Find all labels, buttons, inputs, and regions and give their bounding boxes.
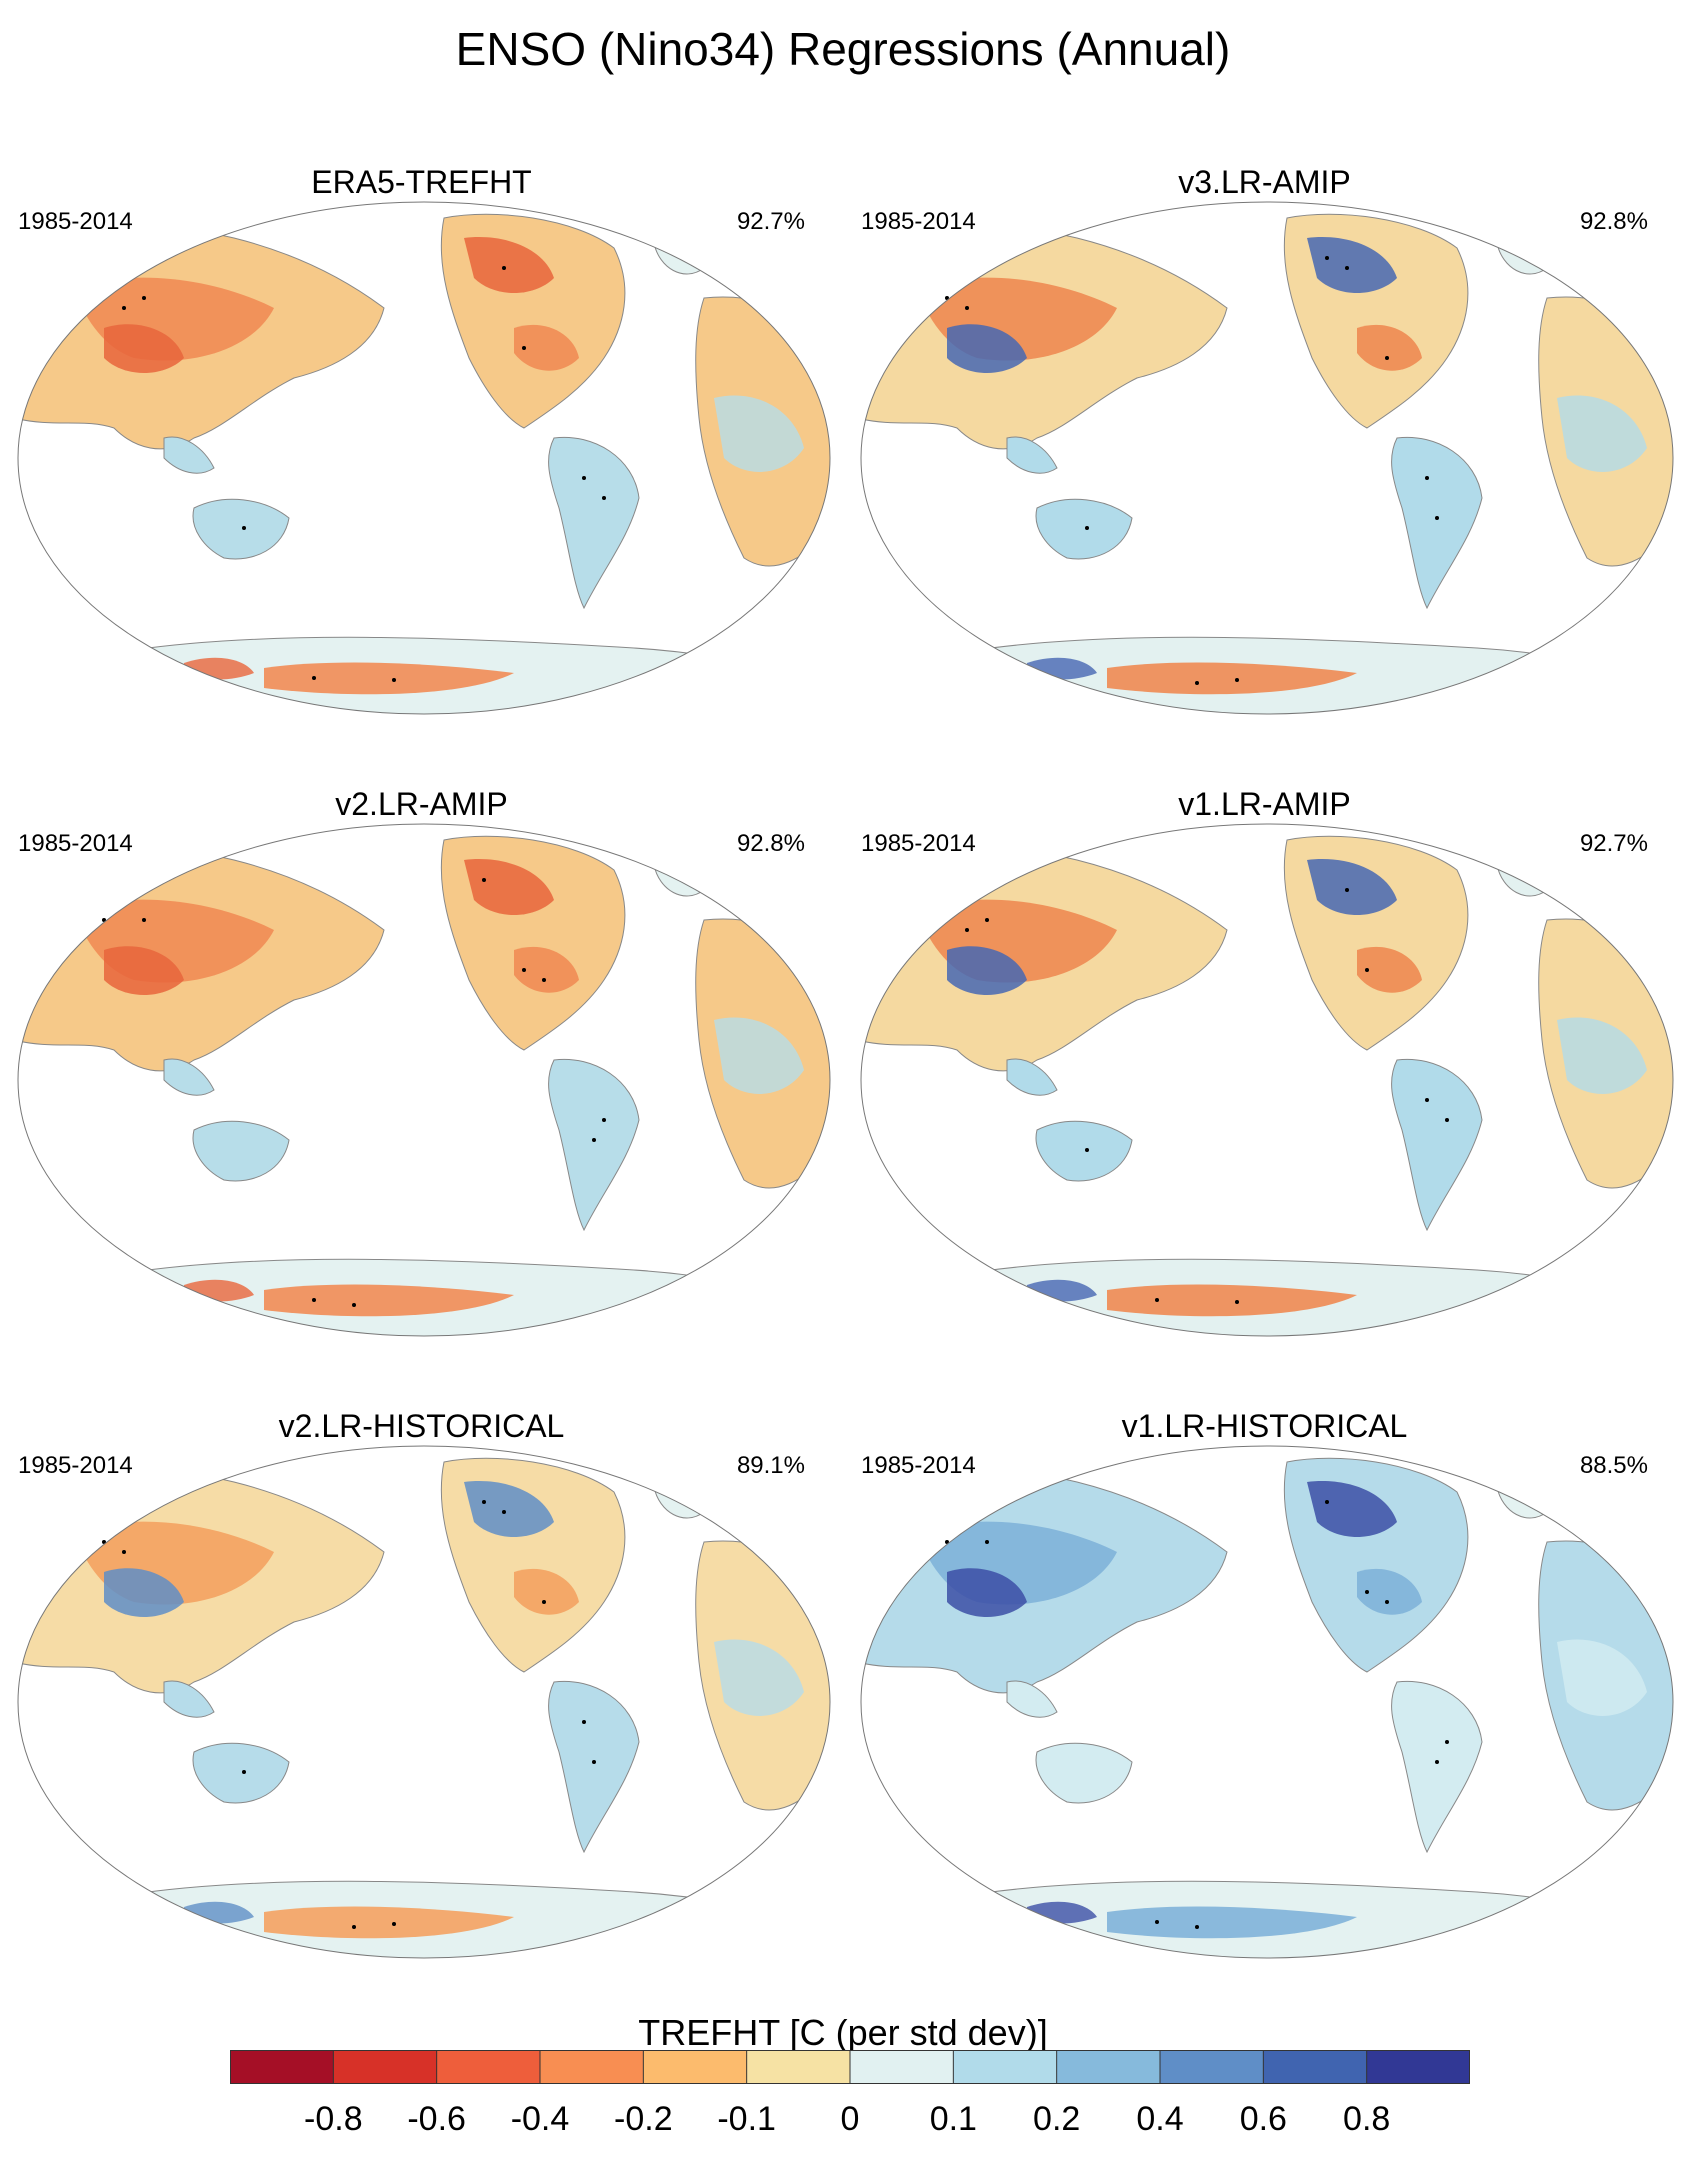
panel-percent: 92.7% (1579, 830, 1648, 857)
colorbar-swatch (230, 2050, 334, 2084)
panel-title: v2.LR-HISTORICAL (278, 1408, 565, 1444)
panel-title: v3.LR-AMIP (1178, 164, 1351, 200)
colorbar-swatch (953, 2050, 1058, 2084)
panel-title: ERA5-TREFHT (311, 164, 532, 200)
panel-percent: 92.8% (1579, 208, 1648, 235)
panel-period: 1985-2014 (861, 208, 976, 235)
colorbar-swatch (1160, 2050, 1264, 2084)
panel-percent: 92.7% (736, 208, 805, 235)
continent-south-america (548, 1680, 640, 1854)
colorbar-tick-label: -0.2 (614, 2100, 673, 2138)
continent-south-america (1391, 436, 1483, 610)
colorbar-tick-label: 0 (841, 2100, 860, 2138)
colorbar-tick-label: -0.8 (304, 2100, 363, 2138)
colorbar-swatch (333, 2050, 438, 2084)
panel-period: 1985-2014 (18, 1452, 133, 1479)
figure-title: ENSO (Nino34) Regressions (Annual) (455, 23, 1231, 75)
continent-australia (1035, 1742, 1133, 1804)
colorbar: -0.8 -0.6 -0.4 -0.2 -0.1 0 0.1 0.2 0.4 0.6 0.8 (230, 2050, 1470, 2138)
colorbar-tick-label: 0.1 (930, 2100, 977, 2138)
colorbar-swatch (436, 2050, 541, 2084)
map-panel: v2.LR-AMIP 1985-2014 92.8% (0, 622, 843, 1337)
panel-period: 1985-2014 (861, 830, 976, 857)
significance-stippling (122, 266, 606, 682)
panel-title: v1.LR-HISTORICAL (1121, 1408, 1408, 1444)
continent-south-america (548, 436, 640, 610)
colorbar-tick-label: 0.2 (1033, 2100, 1080, 2138)
colorbar-tick-label: -0.1 (717, 2100, 776, 2138)
continent-south-america (548, 1058, 640, 1232)
panel-period: 1985-2014 (861, 1452, 976, 1479)
colorbar-swatch (1366, 2050, 1470, 2084)
world-map (17, 201, 831, 715)
significance-stippling (102, 878, 606, 1307)
colorbar-swatch (746, 2050, 851, 2084)
map-panel: v3.LR-AMIP 1985-2014 92.8% (843, 0, 1686, 715)
world-map (17, 823, 831, 1337)
significance-stippling (945, 1500, 1449, 1929)
continent-australia (192, 1120, 290, 1182)
colorbar-swatch (540, 2050, 644, 2084)
map-panel: v1.LR-HISTORICAL 1985-2014 88.5% (843, 1244, 1686, 1959)
continent-australia (192, 498, 290, 560)
continent-south-america (1391, 1680, 1483, 1854)
world-map (860, 201, 1674, 715)
continent-australia (1035, 498, 1133, 560)
panel-percent: 92.8% (736, 830, 805, 857)
colorbar-tick-label: 0.4 (1136, 2100, 1183, 2138)
panel-title: v1.LR-AMIP (1178, 786, 1351, 822)
world-map (860, 1445, 1674, 1959)
world-map (860, 823, 1674, 1337)
continent-south-america (1391, 1058, 1483, 1232)
map-panel: v2.LR-HISTORICAL 1985-2014 89.1% (0, 1244, 843, 1959)
map-panel: ERA5-TREFHT 1985-2014 92.7% (0, 0, 843, 715)
continent-australia (1035, 1120, 1133, 1182)
colorbar-swatch (850, 2050, 954, 2084)
colorbar-title: TREFHT [C (per std dev)] (638, 2012, 1048, 2053)
panel-period: 1985-2014 (18, 830, 133, 857)
panel-percent: 88.5% (1579, 1452, 1648, 1479)
panel-percent: 89.1% (736, 1452, 805, 1479)
colorbar-swatch (1056, 2050, 1161, 2084)
continent-australia (192, 1742, 290, 1804)
colorbar-swatch (643, 2050, 748, 2084)
panel-period: 1985-2014 (18, 208, 133, 235)
colorbar-tick-label: 0.6 (1240, 2100, 1287, 2138)
panel-title: v2.LR-AMIP (335, 786, 508, 822)
colorbar-tick-label: -0.6 (407, 2100, 466, 2138)
world-map (17, 1445, 831, 1959)
significance-stippling (965, 888, 1449, 1304)
map-panel: v1.LR-AMIP 1985-2014 92.7% (843, 622, 1686, 1337)
colorbar-swatch (1263, 2050, 1368, 2084)
colorbar-tick-label: -0.4 (511, 2100, 570, 2138)
colorbar-tick-label: 0.8 (1343, 2100, 1390, 2138)
significance-stippling (945, 256, 1439, 685)
